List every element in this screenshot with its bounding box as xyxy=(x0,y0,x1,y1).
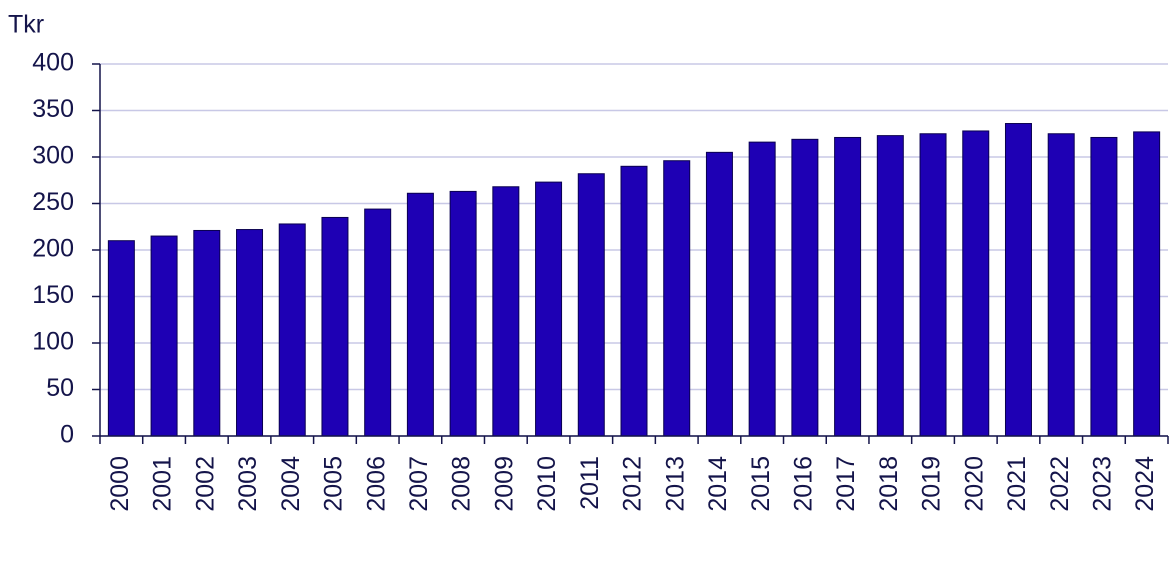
bar xyxy=(150,235,178,437)
x-tick-label: 2024 xyxy=(1131,456,1159,512)
x-tick-label: 2022 xyxy=(1046,456,1074,512)
x-tick-label: 2004 xyxy=(277,456,305,512)
x-tick-label: 2015 xyxy=(747,456,775,512)
x-tick-label: 2021 xyxy=(1003,456,1031,512)
y-tick-label: 100 xyxy=(32,328,74,356)
y-tick-label: 250 xyxy=(32,188,74,216)
bar xyxy=(535,181,563,437)
x-tick-label: 2010 xyxy=(533,456,561,512)
bar xyxy=(1090,136,1118,437)
x-tick-label: 2013 xyxy=(661,456,689,512)
bar xyxy=(278,223,306,437)
y-axis-label: Tkr xyxy=(8,11,44,39)
x-tick-label: 2023 xyxy=(1089,456,1117,512)
x-tick-label: 2020 xyxy=(960,456,988,512)
bar xyxy=(876,135,904,437)
x-tick-label: 2003 xyxy=(234,456,262,512)
bar xyxy=(1133,131,1161,437)
x-tick-label: 2005 xyxy=(320,456,348,512)
x-tick-label: 2017 xyxy=(832,456,860,512)
x-tick-label: 2012 xyxy=(619,456,647,512)
bar xyxy=(620,165,648,437)
y-tick-label: 150 xyxy=(32,281,74,309)
x-tick-label: 2006 xyxy=(362,456,390,512)
bar xyxy=(919,133,947,437)
x-tick-label: 2016 xyxy=(789,456,817,512)
bar xyxy=(107,240,135,437)
x-tick-label: 2007 xyxy=(405,456,433,512)
x-tick-label: 2014 xyxy=(704,456,732,512)
y-tick-label: 350 xyxy=(32,95,74,123)
bar xyxy=(962,130,990,437)
bar xyxy=(321,216,349,437)
y-tick-label: 400 xyxy=(32,49,74,77)
bar xyxy=(748,141,776,437)
bar xyxy=(449,190,477,437)
x-tick-label: 2002 xyxy=(191,456,219,512)
bar xyxy=(1004,123,1032,437)
x-tick-label: 2011 xyxy=(576,456,604,510)
y-tick-label: 50 xyxy=(46,374,74,402)
x-tick-label: 2008 xyxy=(448,456,476,512)
bar xyxy=(236,229,264,437)
y-tick-label: 0 xyxy=(60,421,74,449)
bar xyxy=(492,186,520,437)
bar xyxy=(364,208,392,437)
bar xyxy=(193,229,221,437)
x-tick-label: 2001 xyxy=(149,456,177,512)
y-tick-label: 300 xyxy=(32,142,74,170)
bar xyxy=(1047,133,1075,437)
y-tick-label: 200 xyxy=(32,235,74,263)
x-tick-label: 2018 xyxy=(875,456,903,512)
bar xyxy=(406,192,434,437)
bar xyxy=(834,136,862,437)
bar xyxy=(705,151,733,437)
bar xyxy=(663,160,691,437)
x-tick-label: 2019 xyxy=(918,456,946,512)
x-tick-label: 2009 xyxy=(490,456,518,512)
bar xyxy=(577,173,605,437)
bar xyxy=(791,138,819,437)
x-tick-label: 2000 xyxy=(106,456,134,512)
